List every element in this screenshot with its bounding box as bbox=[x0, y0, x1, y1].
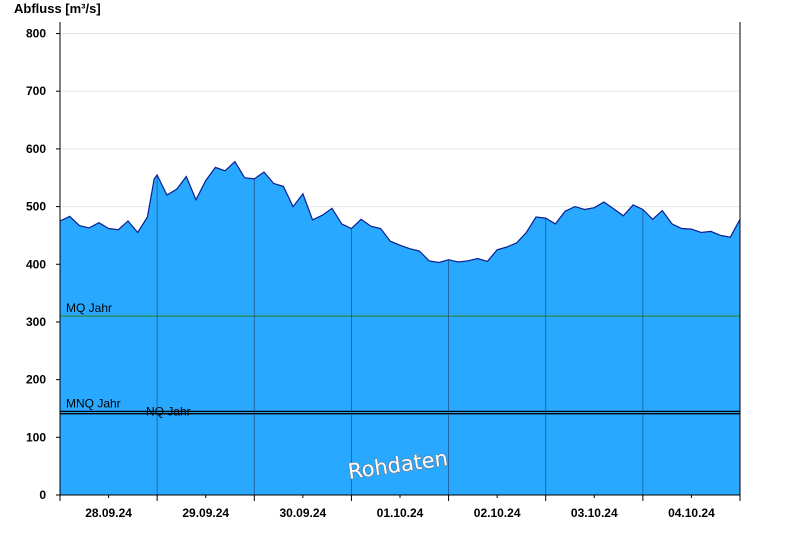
x-tick-label: 28.09.24 bbox=[85, 506, 132, 520]
reference-label: NQ Jahr bbox=[146, 405, 191, 419]
x-tick-label: 29.09.24 bbox=[182, 506, 229, 520]
plot-area bbox=[59, 160, 741, 495]
discharge-area bbox=[60, 161, 740, 495]
y-tick-label: 800 bbox=[26, 27, 46, 41]
y-tick-label: 0 bbox=[39, 488, 46, 502]
x-ticks: 28.09.24 29.09.24 30.09.24 01.10.24 02.10.24… bbox=[59, 495, 741, 520]
discharge-line bbox=[59, 160, 741, 264]
y-tick-label: 200 bbox=[26, 373, 46, 387]
y-tick-label: 500 bbox=[26, 200, 46, 214]
y-tick-label: 100 bbox=[26, 430, 46, 444]
x-tick-label: 02.10.24 bbox=[474, 506, 521, 520]
day-separators bbox=[156, 174, 644, 495]
y-ticks: 0 100 200 300 400 500 600 700 800 bbox=[26, 27, 60, 502]
y-axis-label: Abfluss [m³/s] bbox=[14, 1, 101, 16]
y-tick-label: 300 bbox=[26, 315, 46, 329]
reference-label: MNQ Jahr bbox=[66, 396, 121, 410]
x-tick-label: 04.10.24 bbox=[668, 506, 715, 520]
x-tick-label: 01.10.24 bbox=[377, 506, 424, 520]
y-tick-label: 600 bbox=[26, 142, 46, 156]
y-tick-label: 400 bbox=[26, 257, 46, 271]
x-tick-label: 03.10.24 bbox=[571, 506, 618, 520]
y-tick-label: 700 bbox=[26, 84, 46, 98]
reference-label: MQ Jahr bbox=[66, 301, 112, 315]
x-tick-label: 30.09.24 bbox=[279, 506, 326, 520]
